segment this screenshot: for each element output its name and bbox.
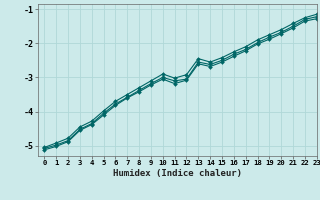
X-axis label: Humidex (Indice chaleur): Humidex (Indice chaleur)	[113, 169, 242, 178]
